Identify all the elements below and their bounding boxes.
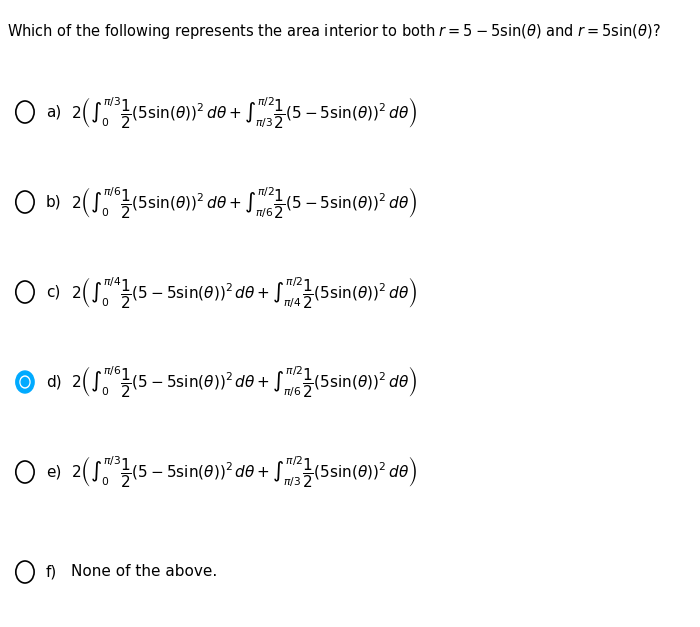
Circle shape xyxy=(16,371,34,393)
Text: c): c) xyxy=(46,285,60,300)
Text: Which of the following represents the area interior to both $r = 5 - 5\sin(\thet: Which of the following represents the ar… xyxy=(7,22,661,41)
Text: d): d) xyxy=(46,374,62,389)
Text: None of the above.: None of the above. xyxy=(71,564,217,579)
Circle shape xyxy=(20,376,30,388)
Text: $2\left(\int_0^{\pi/4}\dfrac{1}{2}(5 - 5\sin(\theta))^2\,d\theta + \int_{\pi/4}^: $2\left(\int_0^{\pi/4}\dfrac{1}{2}(5 - 5… xyxy=(71,275,417,310)
Text: $2\left(\int_0^{\pi/3}\dfrac{1}{2}(5\sin(\theta))^2\,d\theta + \int_{\pi/3}^{\pi: $2\left(\int_0^{\pi/3}\dfrac{1}{2}(5\sin… xyxy=(71,95,417,130)
Circle shape xyxy=(21,377,29,386)
Text: e): e) xyxy=(46,465,61,480)
Text: $2\left(\int_0^{\pi/6}\dfrac{1}{2}(5\sin(\theta))^2\,d\theta + \int_{\pi/6}^{\pi: $2\left(\int_0^{\pi/6}\dfrac{1}{2}(5\sin… xyxy=(71,184,417,219)
Text: a): a) xyxy=(46,105,61,120)
Text: b): b) xyxy=(46,194,62,209)
Text: f): f) xyxy=(46,564,57,579)
Text: $2\left(\int_0^{\pi/3}\dfrac{1}{2}(5 - 5\sin(\theta))^2\,d\theta + \int_{\pi/3}^: $2\left(\int_0^{\pi/3}\dfrac{1}{2}(5 - 5… xyxy=(71,455,417,490)
Text: $2\left(\int_0^{\pi/6}\dfrac{1}{2}(5 - 5\sin(\theta))^2\,d\theta + \int_{\pi/6}^: $2\left(\int_0^{\pi/6}\dfrac{1}{2}(5 - 5… xyxy=(71,364,417,399)
